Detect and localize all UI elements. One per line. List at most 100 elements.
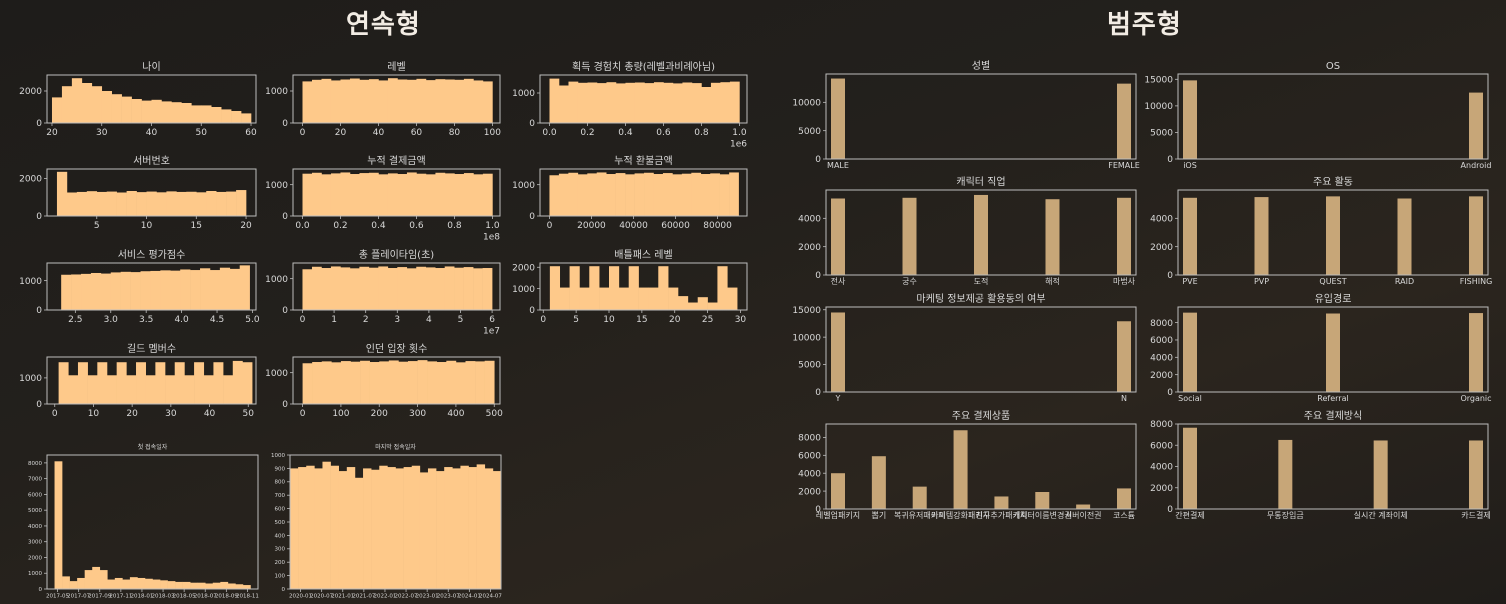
pay-xtick-label: 1.0 [485, 221, 500, 231]
dungeon-bar [312, 362, 323, 404]
battlepass-bar [569, 266, 580, 310]
job-bar [974, 194, 988, 275]
os-ytick-label: 10000 [1144, 102, 1173, 112]
firstlogin-bar [175, 581, 183, 589]
server-bar [126, 190, 137, 216]
firstlogin-xtick-label: 2018-03 [152, 594, 175, 600]
battlepass-title: 배틀패스 레벨 [614, 249, 672, 261]
exp-bar [663, 82, 674, 123]
inflow-ytick-label: 0 [1167, 388, 1173, 398]
product-category-label: 친구추가패키지 [976, 510, 1028, 520]
age-xtick-label: 40 [146, 128, 158, 138]
exp-bar [549, 78, 560, 123]
guild-bar [232, 360, 243, 404]
marketing-category-label: Y [835, 394, 841, 403]
playtime-ytick-label: 1000 [265, 275, 288, 285]
rating-xtick-label: 5.0 [245, 315, 260, 325]
pay-bar [406, 172, 417, 216]
lastlogin-ytick-label: 0 [282, 587, 286, 593]
product-bar [912, 486, 927, 509]
product-ytick-label: 6000 [798, 451, 821, 461]
rating-ytick-label: 1000 [19, 277, 42, 287]
pay-bar [311, 172, 322, 216]
lastlogin-ytick-label: 300 [275, 547, 286, 553]
playtime-bar [302, 269, 313, 310]
pay-bar [425, 174, 436, 216]
exp-bar [672, 83, 683, 123]
job-title: 캐릭터 직업 [956, 175, 1005, 188]
level-bar [321, 78, 332, 123]
lastlogin-ytick-label: 600 [275, 507, 286, 513]
lastlogin-frame [289, 454, 502, 590]
lastlogin-xtick-label: 2023-01 [416, 594, 439, 600]
refund-ytick-label: 0 [529, 212, 535, 222]
dungeon-bar [369, 362, 380, 404]
server-bar [76, 191, 88, 216]
battlepass-ytick-label: 2000 [512, 263, 535, 273]
gender-category-label: FEMALE [1108, 161, 1140, 170]
battlepass-frame [539, 262, 748, 311]
level-bar [454, 79, 465, 123]
level-bar [330, 80, 341, 123]
age-bar [171, 102, 182, 123]
playtime-bar [330, 266, 341, 310]
server-bar [196, 192, 207, 216]
pay-bar [416, 173, 427, 216]
lastlogin-bar [395, 468, 404, 589]
age-bar [141, 100, 152, 123]
job-frame [825, 189, 1137, 276]
pay-xtick-label: 0.4 [371, 221, 386, 231]
exp-bar [710, 82, 721, 123]
lastlogin-xtick-label: 2023-07 [437, 594, 460, 600]
level-bar [359, 79, 370, 123]
firstlogin-bar [227, 583, 236, 589]
dungeon-xtick-label: 500 [486, 409, 503, 419]
age-bar [161, 101, 172, 123]
exp-bar [568, 81, 579, 123]
refund-ytick-label: 1000 [512, 181, 535, 191]
paymethod-ytick-label: 0 [1167, 505, 1173, 515]
paymethod-bar [1469, 440, 1483, 509]
firstlogin-bar [84, 570, 93, 589]
dungeon-bar [436, 362, 447, 404]
firstlogin-xtick-label: 2018-09 [215, 594, 238, 600]
server-xtick-label: 20 [240, 221, 252, 231]
lastlogin-bar [314, 468, 323, 589]
activity-bar [1326, 196, 1340, 275]
rating-bar [120, 271, 131, 310]
refund-bar [710, 173, 720, 216]
exp-frame [539, 74, 748, 124]
dungeon-xtick-label: 200 [371, 409, 388, 419]
battlepass-bar [687, 302, 699, 310]
playtime-ytick-label: 0 [282, 306, 288, 316]
refund-bar [653, 174, 664, 216]
battlepass-bar [628, 266, 639, 310]
dungeon-bar [379, 361, 390, 404]
firstlogin-title: 첫 접속일자 [138, 443, 168, 451]
playtime-xtick-label: 4 [426, 315, 432, 325]
exp-bar [729, 81, 740, 123]
battlepass-ytick-label: 0 [529, 306, 535, 316]
battlepass-bar [658, 266, 669, 310]
os-bar [1469, 92, 1483, 159]
lastlogin-xtick-label: 2020-07 [310, 594, 333, 600]
rating-bar [219, 267, 231, 310]
pay-bar [444, 173, 455, 216]
exp-bar [720, 82, 731, 123]
pay-xtick-label: 0.2 [333, 221, 347, 231]
rating-bar [190, 270, 201, 310]
lastlogin-bar [371, 469, 380, 589]
playtime-bar [359, 266, 370, 310]
battlepass-bar [697, 297, 708, 310]
playtime-frame [292, 262, 501, 311]
pay-ytick-label: 1000 [265, 181, 288, 191]
product-category-label: 캐릭터이름변경권 [1013, 510, 1072, 520]
pay-xtick-label: 0.6 [409, 221, 424, 231]
job-category-label: 해적 [1045, 276, 1060, 286]
product-bar [953, 430, 968, 509]
guild-ytick-label: 0 [36, 400, 42, 410]
activity-title: 주요 활동 [1313, 175, 1353, 188]
product-ytick-label: 4000 [798, 469, 821, 479]
level-bar [463, 78, 474, 123]
